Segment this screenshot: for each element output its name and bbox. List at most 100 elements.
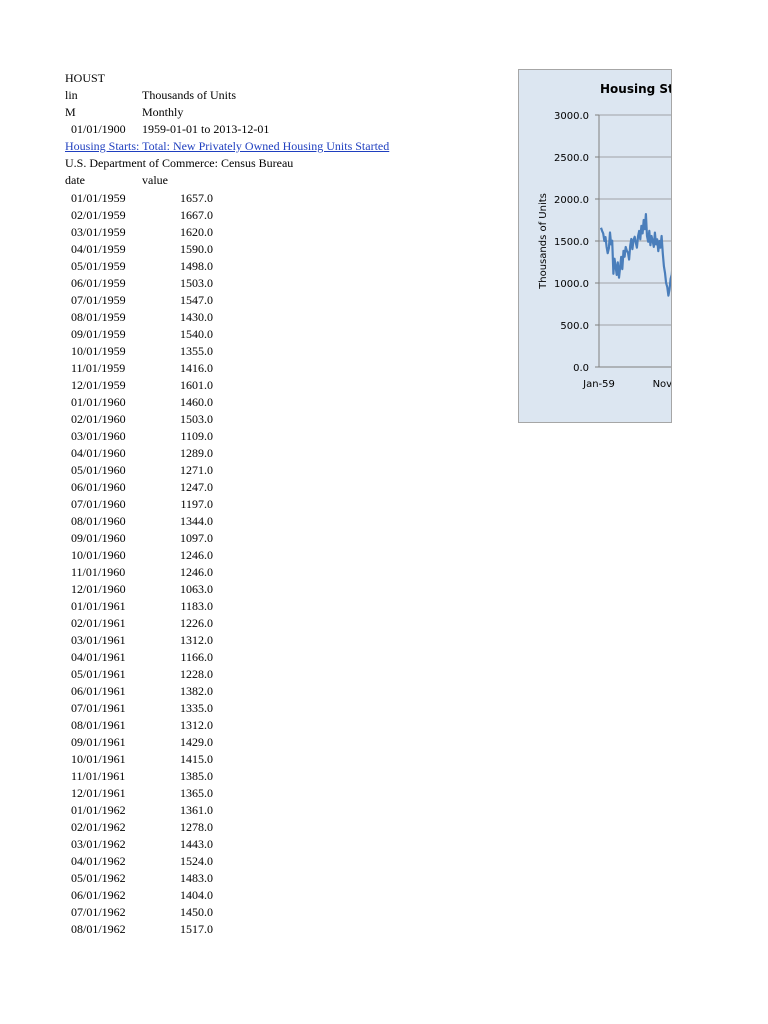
chart-title: Housing Sta [600, 82, 671, 96]
table-row: 05/01/1962 1483.0 [0, 870, 260, 887]
date-cell: 11/01/1961 [71, 769, 126, 783]
value-cell: 1404.0 [180, 888, 213, 902]
value-cell: 1503.0 [180, 412, 213, 426]
value-cell: 1498.0 [180, 259, 213, 273]
date-cell: 04/01/1962 [71, 854, 126, 868]
date-cell: 07/01/1961 [71, 701, 126, 715]
date-cell: 02/01/1960 [71, 412, 126, 426]
table-row: 08/01/1961 1312.0 [0, 717, 260, 734]
y-tick-label: 2500.0 [554, 153, 589, 164]
date-cell: 10/01/1961 [71, 752, 126, 766]
table-row: 04/01/1961 1166.0 [0, 649, 260, 666]
y-tick-label: 2000.0 [554, 195, 589, 206]
date-cell: 09/01/1960 [71, 531, 126, 545]
date-cell: 08/01/1961 [71, 718, 126, 732]
value-cell: 1246.0 [180, 565, 213, 579]
date-cell: 12/01/1960 [71, 582, 126, 596]
table-row: 11/01/1959 1416.0 [0, 360, 260, 377]
table-row: 10/01/1959 1355.0 [0, 343, 260, 360]
date-cell: 05/01/1962 [71, 871, 126, 885]
date-cell: 04/01/1959 [71, 242, 126, 256]
date-cell: 08/01/1960 [71, 514, 126, 528]
date-cell: 03/01/1961 [71, 633, 126, 647]
value-cell: 1247.0 [180, 480, 213, 494]
value-cell: 1450.0 [180, 905, 213, 919]
x-tick-label: Jan-59 [582, 379, 615, 390]
date-cell: 11/01/1960 [71, 565, 126, 579]
date-cell: 07/01/1962 [71, 905, 126, 919]
value-cell: 1667.0 [180, 208, 213, 222]
data-table: 01/01/1959 1657.0 02/01/1959 1667.0 03/01/19… [0, 190, 260, 938]
value-cell: 1385.0 [180, 769, 213, 783]
date-cell: 02/01/1962 [71, 820, 126, 834]
table-row: 02/01/1962 1278.0 [0, 819, 260, 836]
table-row: 07/01/1959 1547.0 [0, 292, 260, 309]
table-row: 05/01/1959 1498.0 [0, 258, 260, 275]
table-row: 09/01/1960 1097.0 [0, 530, 260, 547]
value-cell: 1443.0 [180, 837, 213, 851]
date-cell: 05/01/1960 [71, 463, 126, 477]
value-cell: 1271.0 [180, 463, 213, 477]
date-cell: 10/01/1959 [71, 344, 126, 358]
date-range: 1959-01-01 to 2013-12-01 [142, 122, 270, 136]
table-row: 04/01/1959 1590.0 [0, 241, 260, 258]
value-cell: 1524.0 [180, 854, 213, 868]
value-cell: 1430.0 [180, 310, 213, 324]
date-cell: 06/01/1960 [71, 480, 126, 494]
value-cell: 1483.0 [180, 871, 213, 885]
frequency-label: Monthly [142, 105, 184, 119]
series-title-link[interactable]: Housing Starts: Total: New Privately Own… [65, 139, 390, 153]
table-row: 01/01/1961 1183.0 [0, 598, 260, 615]
value-cell: 1226.0 [180, 616, 213, 630]
value-cell: 1246.0 [180, 548, 213, 562]
table-row: 02/01/1961 1226.0 [0, 615, 260, 632]
value-cell: 1312.0 [180, 718, 213, 732]
y-tick-label: 3000.0 [554, 111, 589, 122]
date-cell: 03/01/1959 [71, 225, 126, 239]
date-cell: 06/01/1962 [71, 888, 126, 902]
table-row: 08/01/1960 1344.0 [0, 513, 260, 530]
date-cell: 02/01/1961 [71, 616, 126, 630]
units-code: lin [65, 88, 78, 102]
value-cell: 1109.0 [180, 429, 213, 443]
value-cell: 1382.0 [180, 684, 213, 698]
table-row: 09/01/1959 1540.0 [0, 326, 260, 343]
value-cell: 1312.0 [180, 633, 213, 647]
date-cell: 05/01/1959 [71, 259, 126, 273]
table-row: 07/01/1961 1335.0 [0, 700, 260, 717]
housing-starts-chart[interactable]: Housing Sta 3000.0 2500.0 2000.0 1500.0 1000… [518, 69, 672, 423]
y-tick-label: 1500.0 [554, 237, 589, 248]
table-row: 12/01/1961 1365.0 [0, 785, 260, 802]
value-cell: 1365.0 [180, 786, 213, 800]
table-row: 03/01/1962 1443.0 [0, 836, 260, 853]
base-date: 01/01/1900 [71, 122, 126, 136]
table-row: 06/01/1962 1404.0 [0, 887, 260, 904]
value-cell: 1429.0 [180, 735, 213, 749]
date-cell: 06/01/1961 [71, 684, 126, 698]
date-cell: 09/01/1959 [71, 327, 126, 341]
table-row: 08/01/1962 1517.0 [0, 921, 260, 938]
x-tick-label: Nov- [653, 379, 672, 390]
table-row: 10/01/1960 1246.0 [0, 547, 260, 564]
column-header-value: value [142, 173, 168, 187]
units-label: Thousands of Units [142, 88, 236, 102]
y-axis-label: Thousands of Units [538, 193, 549, 290]
value-cell: 1540.0 [180, 327, 213, 341]
date-cell: 08/01/1959 [71, 310, 126, 324]
value-cell: 1620.0 [180, 225, 213, 239]
date-cell: 04/01/1961 [71, 650, 126, 664]
table-row: 07/01/1960 1197.0 [0, 496, 260, 513]
table-row: 02/01/1959 1667.0 [0, 207, 260, 224]
date-cell: 07/01/1959 [71, 293, 126, 307]
date-cell: 03/01/1960 [71, 429, 126, 443]
date-cell: 03/01/1962 [71, 837, 126, 851]
value-cell: 1415.0 [180, 752, 213, 766]
value-cell: 1355.0 [180, 344, 213, 358]
table-row: 08/01/1959 1430.0 [0, 309, 260, 326]
table-row: 04/01/1960 1289.0 [0, 445, 260, 462]
value-cell: 1547.0 [180, 293, 213, 307]
value-cell: 1517.0 [180, 922, 213, 936]
table-row: 05/01/1960 1271.0 [0, 462, 260, 479]
value-cell: 1601.0 [180, 378, 213, 392]
